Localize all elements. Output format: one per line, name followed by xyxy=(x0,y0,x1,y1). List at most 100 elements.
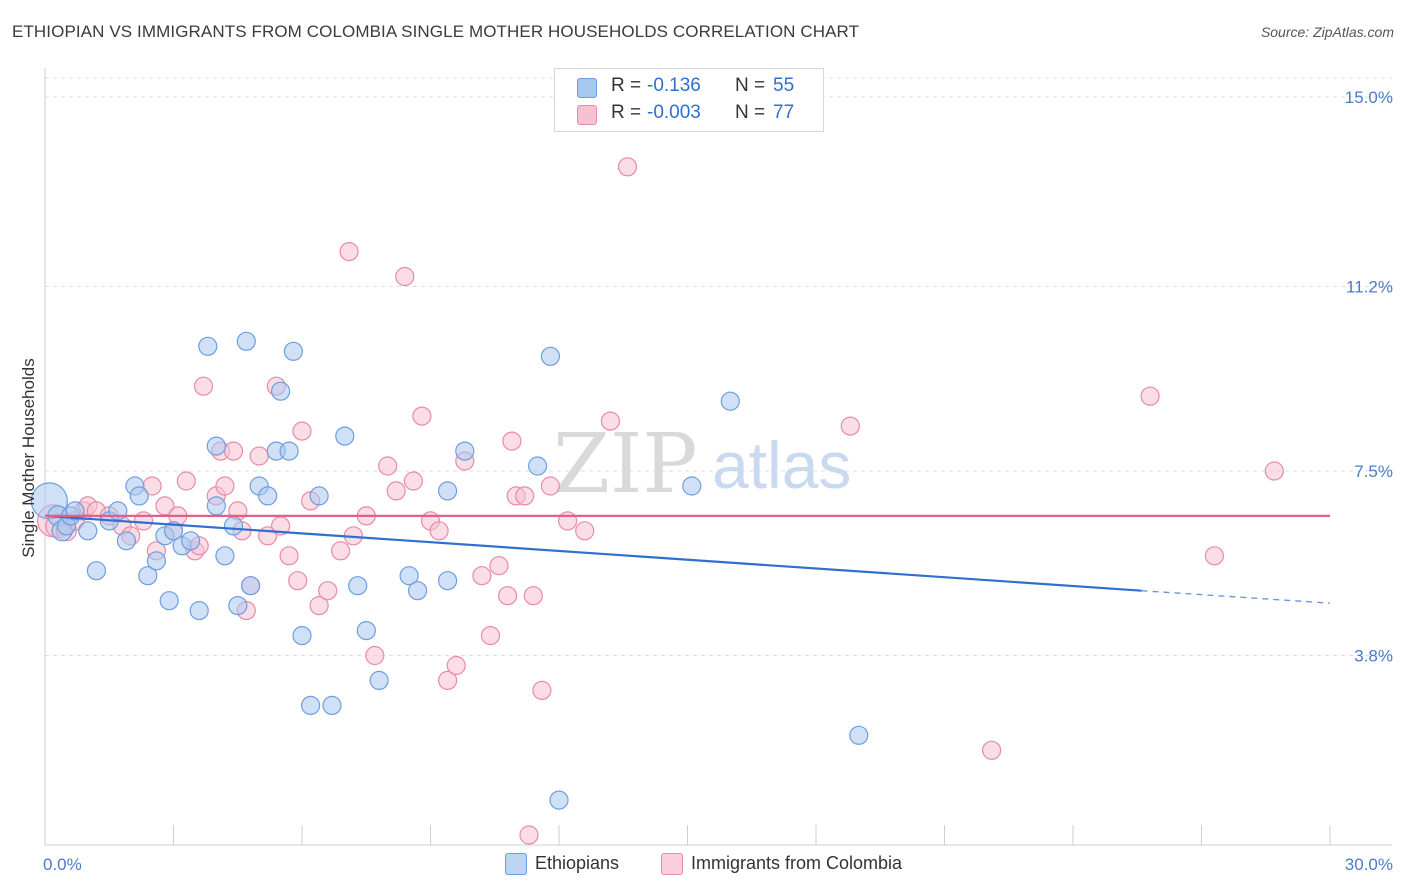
legend-label: Immigrants from Colombia xyxy=(691,853,903,873)
ethiopian-point xyxy=(309,486,329,506)
colombia-point xyxy=(532,680,552,701)
ethiopian-point xyxy=(279,441,299,461)
ethiopian-point xyxy=(223,516,244,536)
y-tick-label: 15.0% xyxy=(1345,88,1393,107)
colombia-point xyxy=(339,242,359,262)
colombia-point xyxy=(215,476,235,496)
ethiopian-point xyxy=(129,486,149,506)
x-tick-label: 0.0% xyxy=(43,855,82,874)
ethiopian-point xyxy=(146,551,166,571)
grid-lines xyxy=(45,77,1392,657)
ethiopian-point xyxy=(540,346,561,366)
ethiopians-swatch xyxy=(505,853,527,875)
watermark-atlas: atlas xyxy=(712,428,851,502)
ethiopian-point xyxy=(527,456,548,476)
colombia-point xyxy=(557,511,578,531)
colombia-swatch xyxy=(577,105,597,125)
legend-label: Ethiopians xyxy=(535,853,620,873)
colombia-point xyxy=(412,406,432,426)
ethiopian-point xyxy=(271,381,291,401)
ethiopian-point xyxy=(206,436,226,456)
axes xyxy=(44,68,1392,846)
colombia-point xyxy=(292,421,312,441)
ethiopian-point xyxy=(348,576,368,596)
ethiopian-point xyxy=(258,486,278,506)
ethiopian-point xyxy=(849,725,869,745)
trend-lines xyxy=(44,514,1331,604)
ethiopian-point xyxy=(720,391,740,411)
colombia-point xyxy=(176,471,196,491)
r-label: R = xyxy=(611,102,642,123)
colombia-point xyxy=(438,670,458,691)
series-legend: Ethiopians Immigrants from Colombia xyxy=(0,852,1406,878)
correlation-legend: R = -0.136 N = 55 R = -0.003 N = 77 xyxy=(554,68,824,132)
ethiopian-point xyxy=(206,496,226,516)
tick-labels: 3.8% 7.5% 11.2% 15.0% 0.0% 30.0% Single Mother… xyxy=(19,88,1393,874)
ethiopian-point xyxy=(682,476,702,496)
colombia-point xyxy=(840,416,860,436)
ethiopian-point xyxy=(241,576,261,596)
data-points xyxy=(30,157,1284,845)
colombia-point xyxy=(193,376,214,396)
colombia-point xyxy=(981,740,1002,760)
ethiopian-point xyxy=(369,670,389,691)
chart-title: ETHIOPIAN VS IMMIGRANTS FROM COLOMBIA SI… xyxy=(12,22,860,41)
ethiopian-point xyxy=(138,566,158,586)
ethiopian-point xyxy=(408,581,428,601)
colombia-point xyxy=(249,446,269,466)
x-tick-label: 30.0% xyxy=(1345,855,1393,874)
r-label: R = xyxy=(611,75,642,96)
y-tick-label: 11.2% xyxy=(1346,277,1393,296)
n-label: N = xyxy=(735,75,766,96)
ethiopian-point xyxy=(198,336,218,356)
y-axis-label: Single Mother Households xyxy=(19,358,38,557)
n-value: 55 xyxy=(773,75,795,96)
colombia-point xyxy=(1140,386,1160,406)
colombia-point xyxy=(617,157,638,177)
ethiopian-point xyxy=(356,620,376,641)
colombia-point xyxy=(365,645,385,666)
ethiopian-point xyxy=(163,521,184,541)
colombia-point xyxy=(519,825,539,845)
r-value: -0.136 xyxy=(647,75,701,96)
colombia-point xyxy=(502,431,522,451)
ethiopian-point xyxy=(322,695,342,716)
colombia-point xyxy=(600,411,621,431)
ethiopian-point xyxy=(215,546,235,566)
colombia-point xyxy=(446,655,466,676)
colombia-point xyxy=(223,441,244,461)
ethiopians-swatch xyxy=(577,78,597,98)
ethiopian-point xyxy=(228,595,248,616)
ethiopian-point xyxy=(292,625,312,646)
ethiopian-point xyxy=(438,571,458,591)
ethiopian-trend-line xyxy=(44,514,1142,592)
n-label: N = xyxy=(735,102,766,123)
colombia-point xyxy=(480,625,501,646)
ethiopian-point xyxy=(108,501,128,521)
colombia-point xyxy=(288,571,308,591)
ethiopian-point xyxy=(116,531,137,551)
colombia-point xyxy=(318,581,338,601)
ethiopian-point xyxy=(455,441,475,461)
source-credit: Source: ZipAtlas.com xyxy=(1260,24,1394,40)
ethiopian-point xyxy=(86,561,107,581)
colombia-point xyxy=(498,586,518,606)
colombia-point xyxy=(472,566,492,586)
ethiopian-point xyxy=(283,341,303,361)
ethiopian-point xyxy=(181,531,201,551)
colombia-point xyxy=(540,476,561,496)
watermark-zip: ZIP xyxy=(553,417,698,512)
ethiopian-point xyxy=(236,331,256,351)
colombia-swatch xyxy=(661,853,683,875)
colombia-point xyxy=(1264,461,1284,481)
ethiopian-point xyxy=(159,591,179,611)
ethiopian-point xyxy=(189,600,209,621)
colombia-point xyxy=(309,595,329,616)
colombia-point xyxy=(378,456,398,476)
ethiopian-point xyxy=(78,521,98,541)
colombia-point xyxy=(133,511,154,531)
y-tick-label: 3.8% xyxy=(1354,647,1393,666)
colombia-point xyxy=(489,556,509,576)
ethiopian-trend-extension xyxy=(1141,589,1331,604)
